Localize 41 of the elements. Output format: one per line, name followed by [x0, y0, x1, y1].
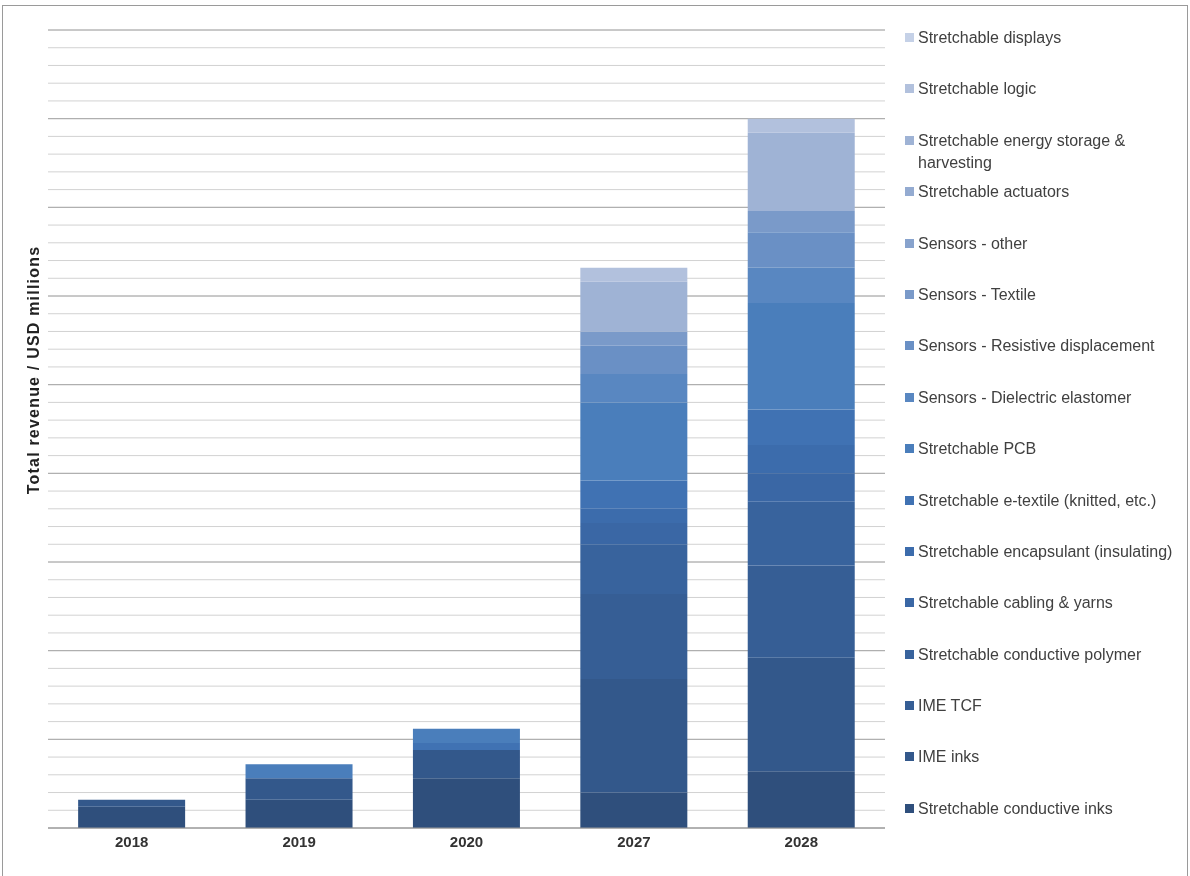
legend-label: Stretchable e-textile (knitted, etc.) [918, 491, 1157, 509]
x-tick-label: 2027 [617, 832, 651, 850]
legend-label: IME TCF [918, 697, 982, 715]
bar [580, 792, 688, 828]
bar [245, 799, 353, 828]
x-tick-label: 2019 [282, 832, 316, 850]
bar [245, 764, 353, 779]
legend-label: Stretchable conductive inks [918, 799, 1113, 817]
legend-label: IME inks [918, 748, 980, 766]
bar [580, 331, 688, 346]
bar [747, 118, 855, 133]
bar [747, 771, 855, 828]
bar [580, 345, 688, 375]
legend-label: Stretchable cabling & yarns [918, 594, 1113, 612]
bar [747, 267, 855, 304]
bar [78, 799, 186, 807]
legend-label: Sensors - other [918, 234, 1028, 252]
bar [580, 374, 688, 403]
bar [412, 749, 520, 779]
legend-label: Stretchable encapsulant (insulating) [918, 542, 1173, 560]
legend-label: Stretchable actuators [918, 183, 1070, 201]
x-tick-label: 2018 [115, 832, 149, 850]
legend-label: Sensors - Resistive displacement [918, 337, 1155, 355]
bar [412, 778, 520, 828]
bar [747, 232, 855, 268]
legend-label: Stretchable energy storage & harvesting [918, 131, 1126, 171]
legend-label: Stretchable PCB [918, 440, 1037, 458]
legend-label: Stretchable displays [918, 29, 1062, 46]
bar [747, 132, 855, 211]
bar [747, 210, 855, 233]
bar [245, 778, 353, 800]
legend-label: Sensors - Dielectric elastomer [918, 388, 1132, 406]
legend-label: Sensors - Textile [918, 285, 1036, 303]
legend-label: Stretchable conductive polymer [918, 645, 1142, 663]
y-axis-title: Total revenue / USD millions [25, 245, 42, 495]
bar [580, 267, 688, 282]
x-tick-label: 2020 [449, 832, 484, 850]
legend-label: Stretchable logic [918, 80, 1037, 98]
bar [580, 281, 688, 332]
bar [78, 806, 186, 828]
x-tick-label: 2028 [784, 832, 818, 850]
